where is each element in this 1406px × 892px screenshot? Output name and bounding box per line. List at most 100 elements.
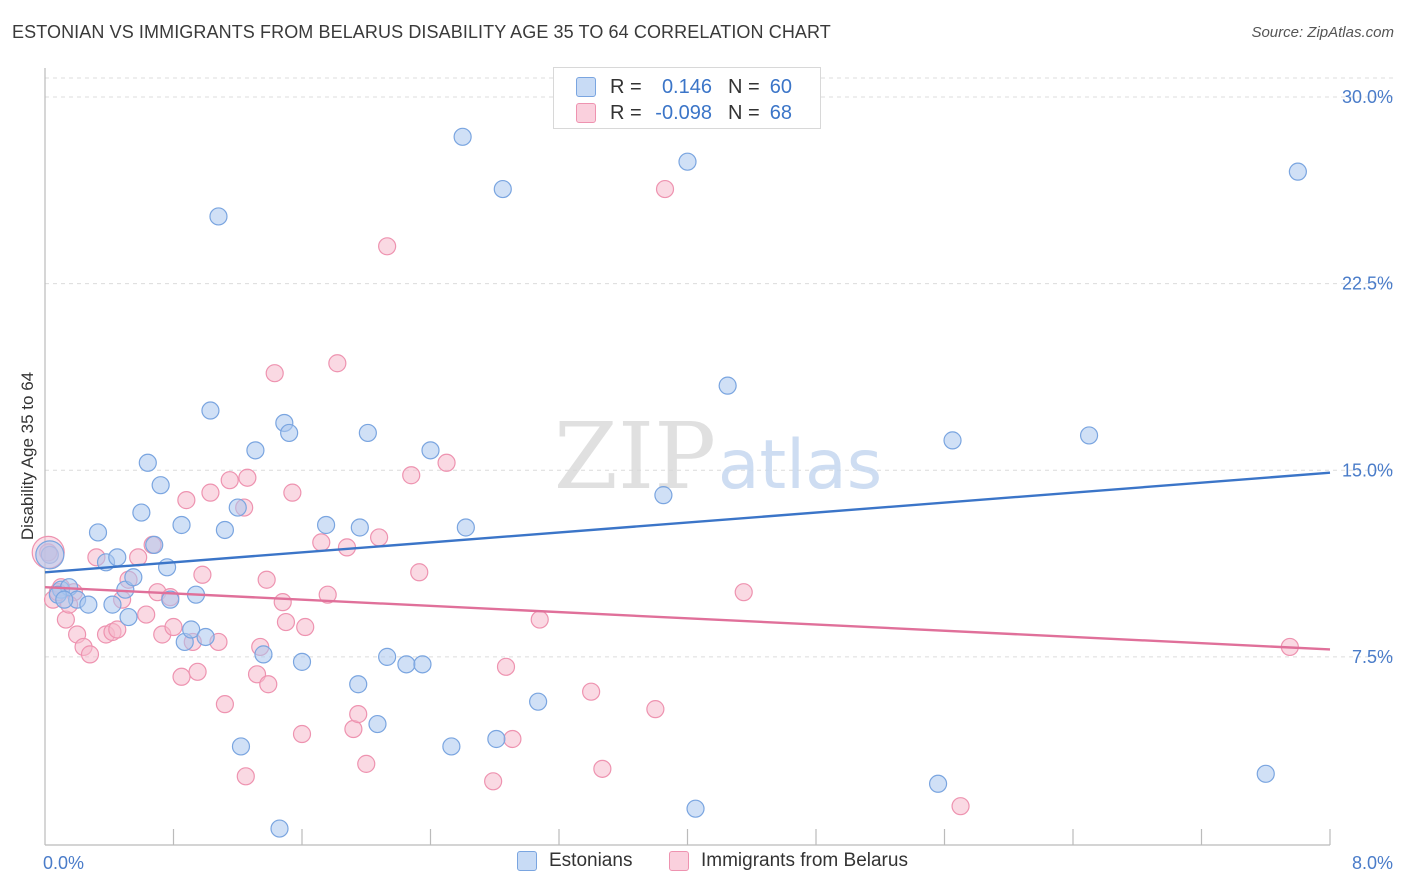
watermark-atlas: atlas bbox=[718, 426, 882, 505]
data-point-belarus bbox=[137, 605, 156, 624]
data-point-belarus bbox=[265, 364, 284, 383]
data-point-estonians bbox=[456, 518, 475, 537]
data-point-estonians bbox=[215, 520, 234, 540]
data-point-belarus bbox=[56, 610, 75, 629]
data-point-estonians bbox=[1288, 162, 1307, 181]
data-point-belarus bbox=[437, 453, 456, 472]
data-point-belarus bbox=[646, 700, 665, 719]
data-point-estonians bbox=[79, 595, 98, 614]
data-point-belarus bbox=[378, 237, 397, 256]
data-point-belarus bbox=[503, 729, 522, 749]
data-point-belarus bbox=[530, 610, 549, 629]
data-point-belarus bbox=[236, 767, 255, 786]
data-point-estonians bbox=[349, 675, 368, 694]
data-point-belarus bbox=[283, 483, 302, 502]
series-legend: Estonians Immigrants from Belarus bbox=[0, 850, 1406, 878]
n-value: 60 bbox=[769, 75, 792, 98]
data-point-estonians bbox=[487, 729, 506, 749]
source-label: Source: ZipAtlas.com bbox=[1251, 24, 1394, 41]
data-point-estonians bbox=[108, 548, 127, 567]
r-value: 0.146 bbox=[661, 75, 712, 98]
data-point-belarus bbox=[188, 662, 207, 681]
data-point-belarus bbox=[215, 695, 234, 714]
data-point-estonians bbox=[943, 431, 962, 450]
data-point-belarus bbox=[410, 563, 429, 582]
data-point-belarus bbox=[370, 528, 389, 547]
data-point-belarus bbox=[177, 491, 196, 510]
data-point-estonians bbox=[145, 535, 164, 555]
data-point-belarus bbox=[328, 354, 347, 373]
data-point-estonians bbox=[686, 799, 705, 818]
n-value: 68 bbox=[769, 101, 792, 124]
legend-label: Estonians bbox=[549, 850, 633, 871]
chart-title: ESTONIAN VS IMMIGRANTS FROM BELARUS DISA… bbox=[12, 22, 831, 42]
data-point-estonians bbox=[209, 207, 228, 226]
data-point-belarus bbox=[496, 657, 516, 676]
data-point-estonians bbox=[378, 647, 397, 666]
data-point-estonians bbox=[413, 655, 432, 674]
n-label: N = bbox=[728, 75, 760, 98]
data-point-estonians bbox=[55, 590, 74, 609]
data-point-belarus bbox=[734, 583, 753, 602]
legend-swatch-blue bbox=[517, 851, 537, 871]
data-point-estonians bbox=[368, 714, 387, 734]
data-point-estonians bbox=[397, 655, 416, 674]
data-point-belarus bbox=[296, 617, 315, 637]
data-point-estonians bbox=[1079, 426, 1099, 445]
data-point-belarus bbox=[402, 466, 421, 485]
data-point-estonians bbox=[358, 423, 377, 443]
data-point-belarus bbox=[318, 585, 337, 604]
data-point-estonians bbox=[103, 595, 122, 614]
data-point-belarus bbox=[257, 570, 276, 589]
data-point-estonians bbox=[246, 441, 265, 460]
data-point-estonians bbox=[270, 819, 289, 838]
data-point-estonians bbox=[172, 515, 191, 535]
data-point-estonians bbox=[529, 692, 548, 711]
data-point-estonians bbox=[678, 152, 697, 171]
stats-row-estonians: R = 0.146 N = 60 bbox=[576, 74, 792, 100]
data-point-belarus bbox=[193, 565, 212, 584]
grid-lines bbox=[45, 77, 1393, 658]
data-point-belarus bbox=[292, 724, 312, 744]
data-point-estonians bbox=[442, 737, 461, 756]
data-point-belarus bbox=[349, 705, 368, 724]
y-tick-label: 30.0% bbox=[1342, 87, 1393, 107]
data-point-estonians bbox=[254, 645, 273, 664]
data-point-belarus bbox=[582, 682, 601, 701]
data-point-belarus bbox=[108, 620, 127, 639]
watermark: ZIP atlas bbox=[554, 403, 882, 510]
legend-item-belarus[interactable]: Immigrants from Belarus bbox=[669, 850, 908, 872]
data-point-belarus bbox=[172, 667, 191, 686]
data-point-estonians bbox=[928, 774, 948, 793]
data-point-estonians bbox=[161, 590, 180, 609]
data-point-estonians bbox=[151, 476, 170, 495]
data-point-belarus bbox=[951, 797, 970, 816]
data-point-estonians bbox=[350, 518, 369, 537]
r-label: R = bbox=[610, 101, 642, 124]
r-label: R = bbox=[610, 75, 642, 98]
legend-label: Immigrants from Belarus bbox=[701, 850, 908, 871]
data-point-estonians bbox=[35, 540, 65, 570]
trend-lines bbox=[44, 471, 1331, 651]
data-point-estonians bbox=[316, 515, 336, 535]
data-point-belarus bbox=[312, 533, 331, 552]
data-point-belarus bbox=[201, 483, 220, 502]
data-point-belarus bbox=[273, 593, 292, 612]
x-tick-label: 8.0% bbox=[1352, 853, 1393, 873]
data-point-estonians bbox=[196, 627, 215, 647]
data-point-belarus bbox=[655, 179, 675, 199]
data-point-belarus bbox=[357, 754, 376, 773]
data-point-estonians bbox=[493, 179, 512, 199]
legend-item-estonians[interactable]: Estonians bbox=[517, 850, 632, 872]
data-point-belarus bbox=[593, 759, 612, 778]
data-point-estonians bbox=[124, 568, 143, 587]
data-point-estonians bbox=[119, 607, 138, 627]
data-point-estonians bbox=[228, 498, 247, 517]
data-point-estonians bbox=[88, 523, 108, 542]
data-point-belarus bbox=[164, 617, 183, 637]
data-point-estonians bbox=[718, 376, 737, 395]
legend-swatch-pink bbox=[669, 851, 689, 871]
data-point-belarus bbox=[276, 612, 296, 632]
data-point-belarus bbox=[220, 471, 239, 490]
